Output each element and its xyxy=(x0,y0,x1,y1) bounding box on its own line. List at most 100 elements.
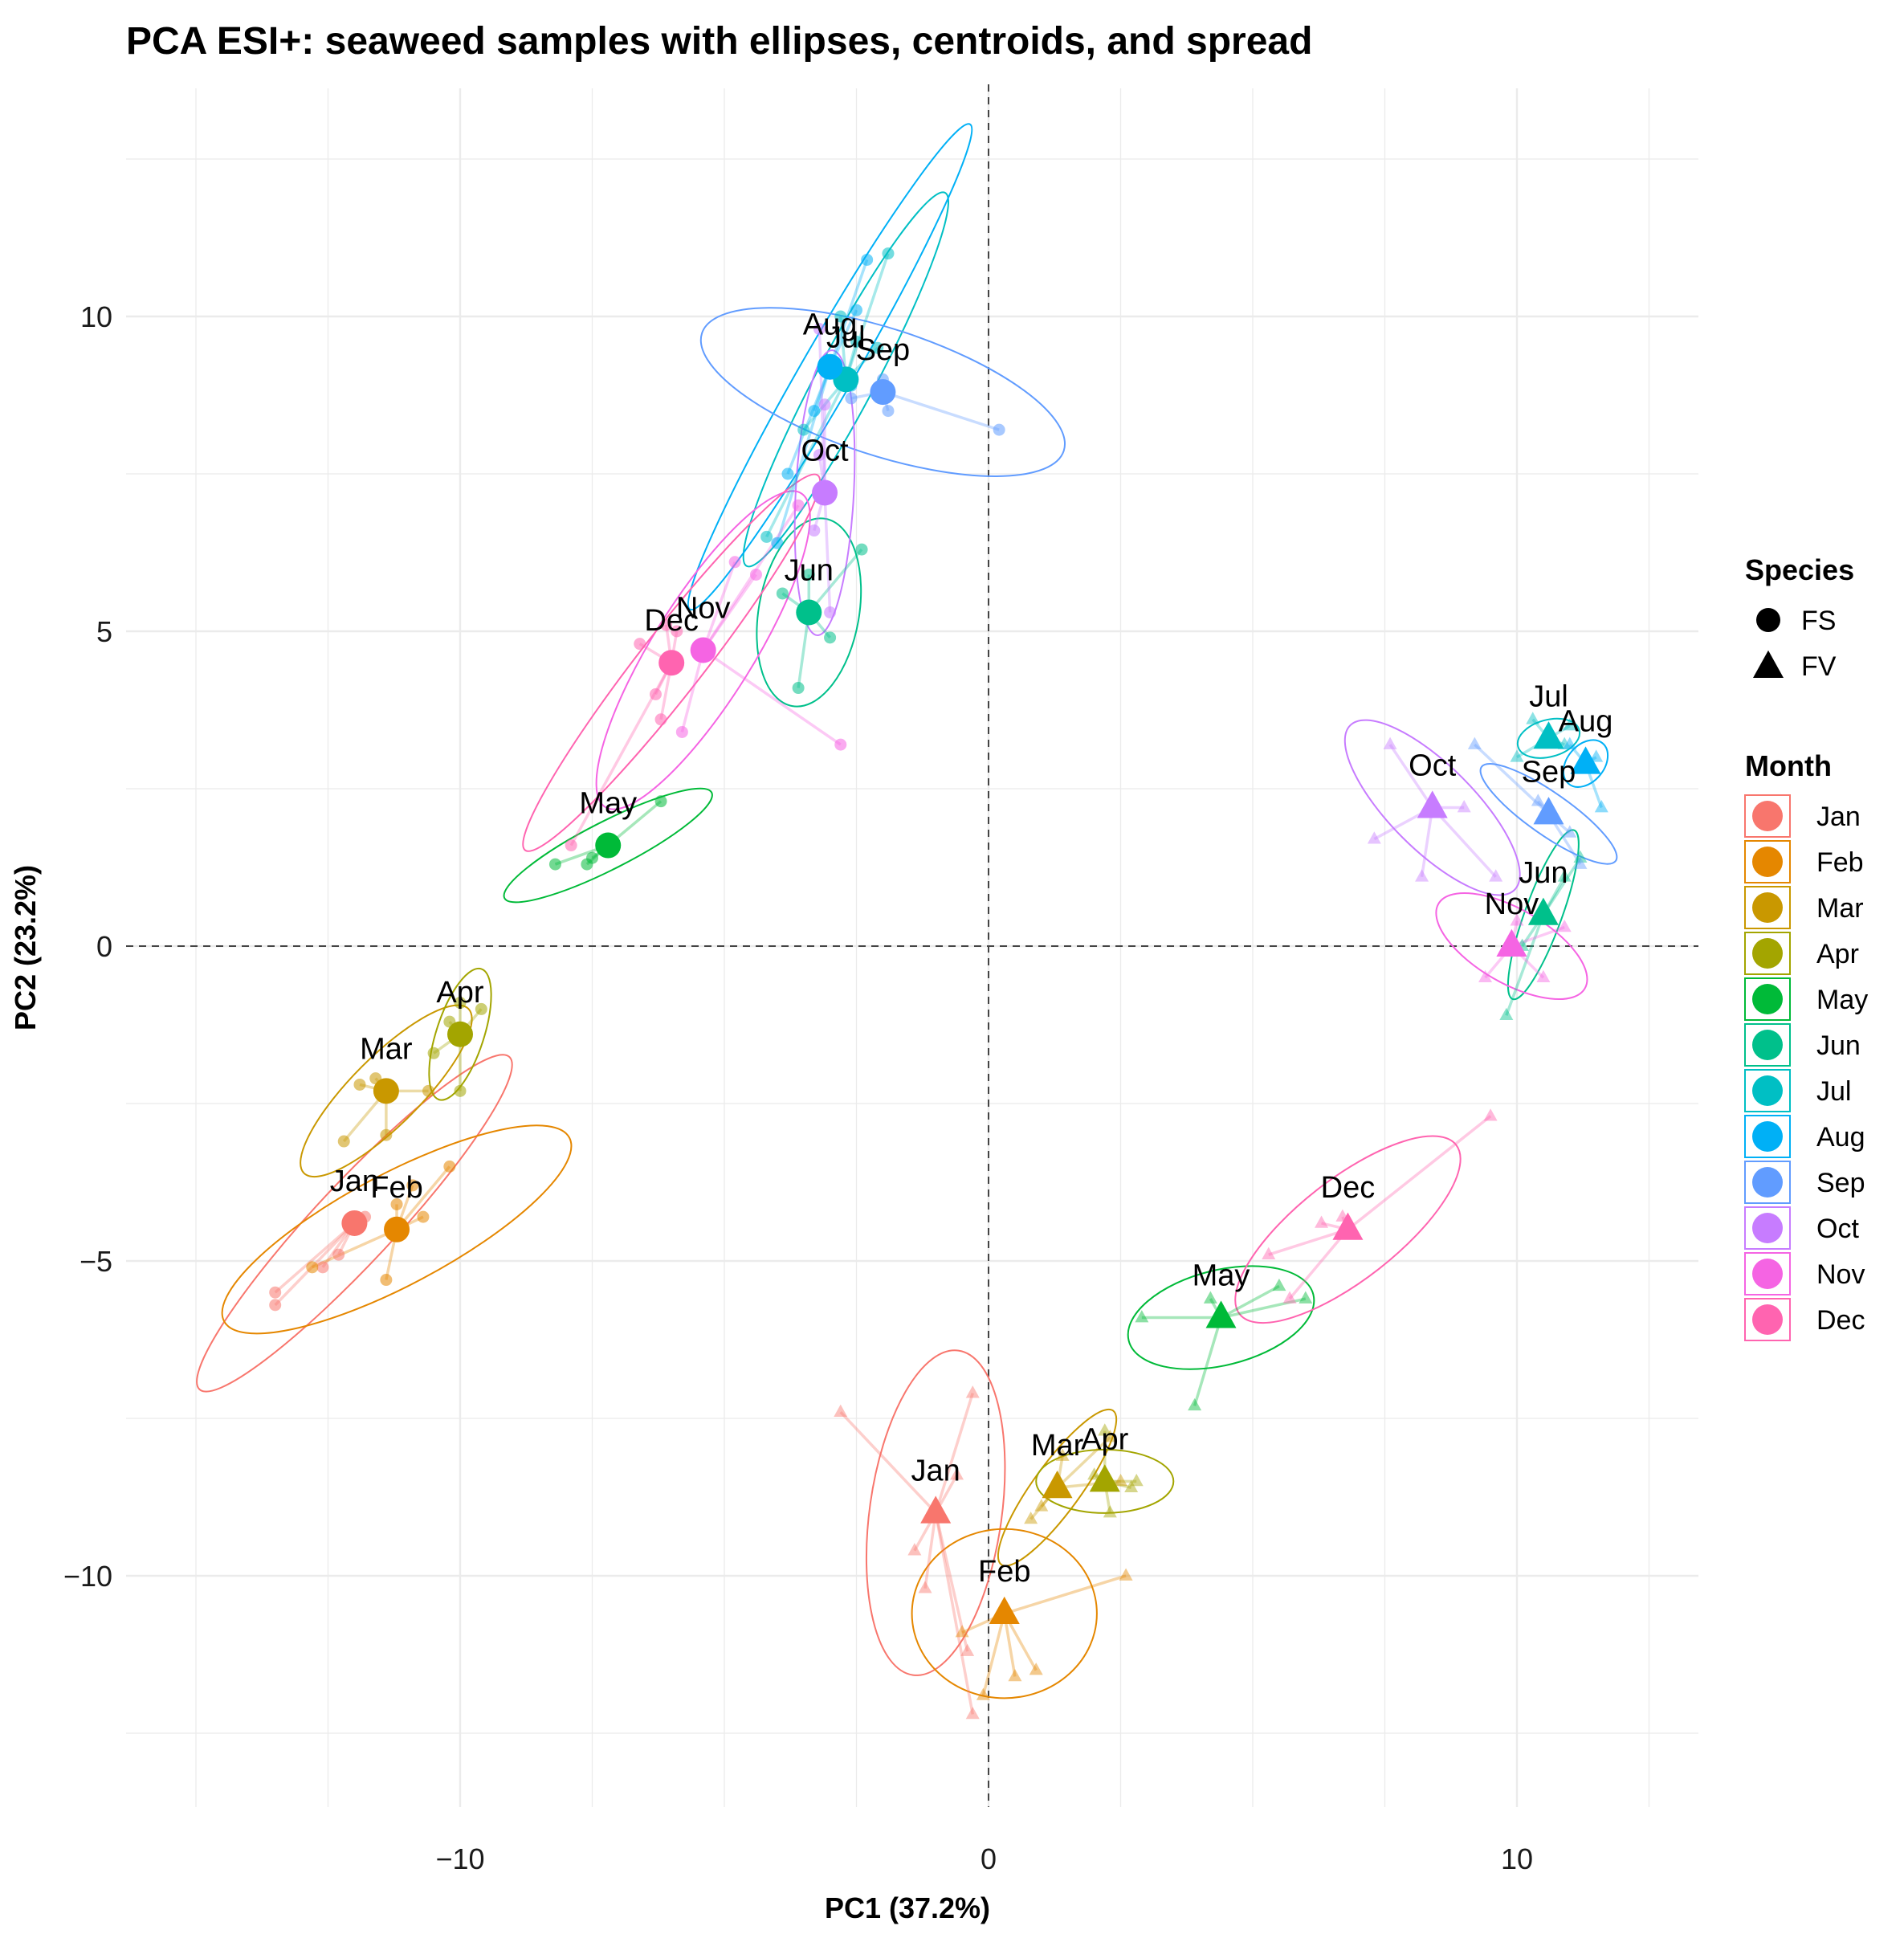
point-FS-May xyxy=(586,851,598,864)
centroid-FS-Oct xyxy=(812,479,838,506)
point-FS-Feb xyxy=(417,1210,430,1223)
centroid-FS-Jun xyxy=(796,599,822,626)
legend-month-label: Jun xyxy=(1816,1030,1861,1061)
legend-month-label: Jan xyxy=(1816,802,1861,832)
legend-month-label: May xyxy=(1816,985,1868,1015)
centroid-FV-May xyxy=(1205,1300,1237,1328)
point-FV-Jun xyxy=(1573,850,1588,863)
point-FS-Feb xyxy=(380,1274,393,1287)
ellipse-FV-May xyxy=(1127,1265,1315,1370)
spread-line-FS-Jun xyxy=(807,548,863,614)
point-FV-Mar xyxy=(1103,1430,1117,1442)
ellipses xyxy=(196,123,1618,1699)
point-FV-May xyxy=(1188,1397,1202,1411)
spread-line-FS-Aug xyxy=(786,366,832,475)
centroid-labels: JanFebMarAprMayJunJulAugSepOctNovDecJanF… xyxy=(330,308,1613,1589)
legend-month-label: Jul xyxy=(1816,1076,1851,1107)
axis-ticks: −10 0 10 −10 −5 0 5 10 xyxy=(63,300,1533,1875)
ellipse-FV-Nov xyxy=(1435,892,1588,1001)
point-FS-Dec xyxy=(634,638,646,651)
spread-line-FS-Jan xyxy=(274,1222,356,1294)
centroid-FS-Feb xyxy=(384,1216,410,1242)
spread-line-FV-Mar xyxy=(1056,1436,1111,1489)
point-FV-Aug xyxy=(1563,736,1577,749)
legend-month-swatch xyxy=(1752,984,1783,1014)
centroid-label-FS-Feb: Feb xyxy=(370,1171,422,1205)
legend-month-title: Month xyxy=(1745,749,1832,782)
chart-title: PCA ESI+: seaweed samples with ellipses,… xyxy=(126,20,1312,63)
centroid-FS-Nov xyxy=(690,637,716,663)
point-FS-Apr xyxy=(454,1084,467,1097)
point-FV-Mar xyxy=(1114,1473,1127,1487)
spread-line-FS-Nov xyxy=(680,650,705,732)
point-FS-Sep xyxy=(993,423,1005,436)
point-FS-Oct xyxy=(818,398,831,411)
point-FS-Jul xyxy=(797,423,810,436)
centroid-label-FS-Jun: Jun xyxy=(785,553,834,587)
legend-month-label: Aug xyxy=(1816,1122,1865,1153)
point-FS-Dec xyxy=(654,713,667,726)
point-FS-Apr xyxy=(427,1047,440,1059)
point-FV-Feb xyxy=(976,1687,990,1700)
y-axis-title: PC2 (23.2%) xyxy=(9,865,42,1030)
y-tick-label: 5 xyxy=(96,615,112,648)
point-FV-May xyxy=(1203,1291,1217,1304)
spread-line-FV-Oct xyxy=(1431,806,1497,878)
spread-line-FS-Nov xyxy=(702,573,757,651)
point-FS-Jan xyxy=(332,1248,345,1261)
point-FV-Dec xyxy=(1262,1246,1276,1259)
point-FV-Jun xyxy=(1499,1007,1514,1021)
point-FV-Jan xyxy=(907,1543,922,1556)
legend-month-swatch xyxy=(1752,1075,1783,1106)
spread-line-FV-Feb xyxy=(1003,1613,1017,1677)
centroid-FV-Mar xyxy=(1042,1471,1073,1499)
spread-line-FV-Jan xyxy=(839,1410,937,1514)
point-FS-Dec xyxy=(649,688,662,700)
point-FV-Sep xyxy=(1563,825,1577,838)
point-FV-Mar xyxy=(1024,1511,1038,1524)
ellipse-FV-Aug xyxy=(1562,739,1609,788)
point-FS-Feb xyxy=(390,1198,403,1210)
legend-month-swatch xyxy=(1752,938,1783,969)
point-FS-Oct xyxy=(824,606,837,618)
centroids xyxy=(341,353,1601,1625)
legend-month-label: Nov xyxy=(1816,1259,1865,1290)
point-FS-Mar xyxy=(353,1078,366,1091)
point-FV-Sep xyxy=(1467,736,1482,749)
centroid-FV-Apr xyxy=(1089,1464,1120,1492)
spread-line-FV-Feb xyxy=(1004,1574,1127,1615)
point-FS-Mar xyxy=(422,1084,435,1097)
y-tick-label: 10 xyxy=(80,300,112,333)
centroid-label-FV-Jun: Jun xyxy=(1519,856,1568,890)
legend-month-label: Sep xyxy=(1816,1168,1865,1198)
spread-line-FV-Oct xyxy=(1388,744,1434,809)
centroid-label-FV-Apr: Apr xyxy=(1081,1422,1128,1456)
ellipse-FV-Jan xyxy=(865,1349,1006,1676)
spread-line-FV-Feb xyxy=(981,1613,1006,1696)
legend-species-items: FS FV xyxy=(1753,606,1837,682)
point-FS-Dec xyxy=(660,618,673,631)
point-FS-Aug xyxy=(861,253,874,266)
spread-line-FV-Dec xyxy=(1347,1115,1492,1231)
point-FS-Oct xyxy=(808,524,821,537)
spread-line-FV-Nov xyxy=(1511,925,1565,948)
point-FS-May xyxy=(548,858,561,871)
point-FV-Apr xyxy=(1129,1473,1144,1487)
centroid-FS-Aug xyxy=(817,353,843,380)
centroid-label-FV-Oct: Oct xyxy=(1409,749,1457,783)
spread-line-FV-Jan xyxy=(934,1393,974,1514)
point-FS-Jan xyxy=(269,1299,282,1312)
centroid-FV-Feb xyxy=(989,1596,1020,1625)
y-tick-label: 0 xyxy=(96,930,112,963)
legend-month-swatch xyxy=(1752,1213,1783,1243)
point-FS-Feb xyxy=(443,1160,456,1173)
spread-line-FS-Oct xyxy=(823,492,832,613)
sample-points xyxy=(269,247,1608,1720)
point-FS-Nov xyxy=(792,499,805,512)
point-FV-Nov xyxy=(1478,969,1493,983)
ellipse-FS-Mar xyxy=(300,1004,473,1178)
legend-month-label: Feb xyxy=(1816,847,1864,878)
point-FV-Nov xyxy=(1536,969,1551,983)
point-FS-Sep xyxy=(845,392,858,405)
